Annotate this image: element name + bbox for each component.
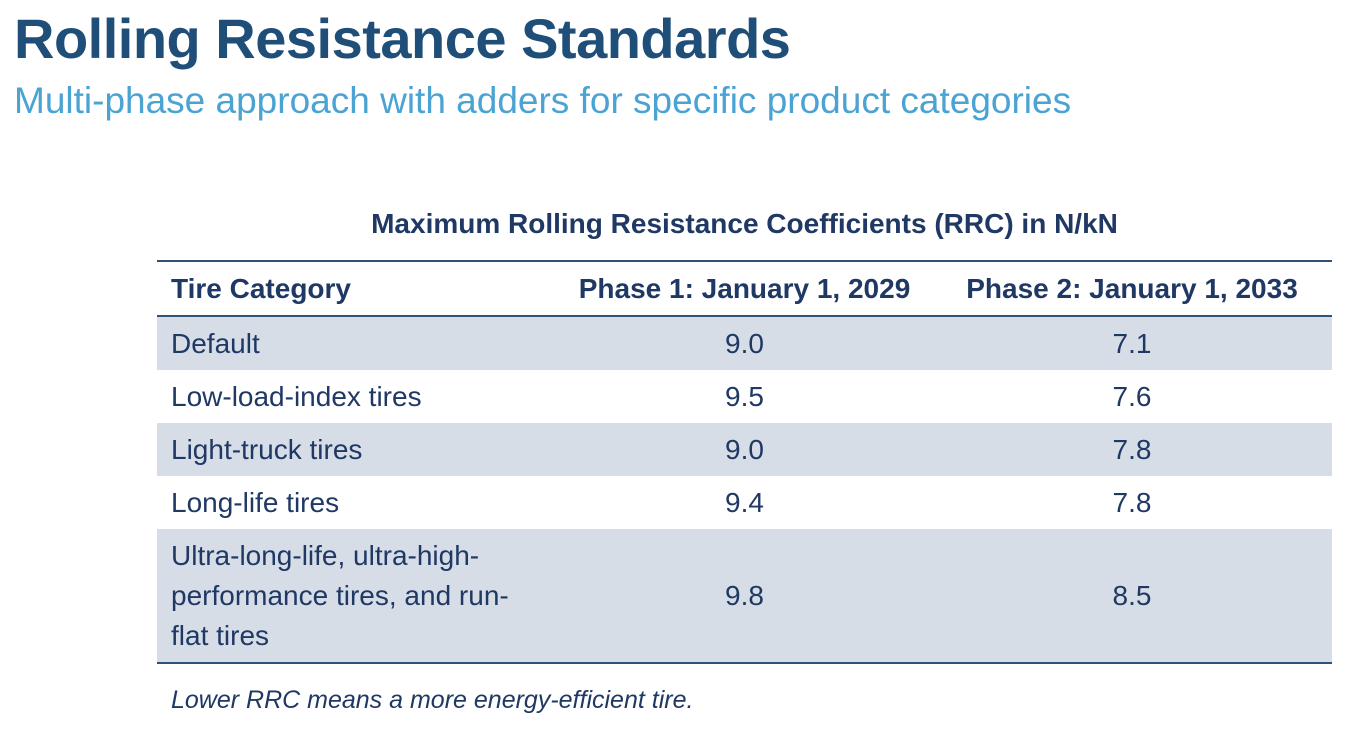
phase-2-value: 7.1 xyxy=(932,316,1332,370)
phase-1-value: 9.0 xyxy=(557,316,932,370)
phase-1-value: 9.5 xyxy=(725,380,764,412)
tire-category-cell: Default xyxy=(157,316,557,370)
table-row: Long-life tires 9.4 7.8 xyxy=(157,476,1332,529)
phase-1-value: 9.4 xyxy=(725,486,764,518)
table-header-row: Tire Category Phase 1: January 1, 2029 P… xyxy=(157,260,1332,317)
table-row: Low-load-index tires 9.5 7.6 xyxy=(157,370,1332,423)
header-phase-1: Phase 1: January 1, 2029 xyxy=(557,260,932,317)
slide-subtitle: Multi-phase approach with adders for spe… xyxy=(14,80,1072,121)
table-caption: Maximum Rolling Resistance Coefficients … xyxy=(371,208,1118,239)
rrc-table: Tire Category Phase 1: January 1, 2029 P… xyxy=(157,260,1332,664)
phase-1-value: 9.0 xyxy=(557,423,932,476)
tire-category-cell: Ultra-long-life, ultra-high-performance … xyxy=(157,529,557,664)
tire-category-cell: Long-life tires xyxy=(171,486,340,518)
table-row: Light-truck tires 9.0 7.8 xyxy=(157,423,1332,476)
phase-2-value: 7.8 xyxy=(1112,486,1152,518)
phase-2-value: 7.8 xyxy=(932,423,1332,476)
tire-category-cell: Light-truck tires xyxy=(157,423,557,476)
phase-2-value: 7.6 xyxy=(1112,380,1152,412)
phase-2-value: 8.5 xyxy=(932,529,1332,664)
table-row: Default 9.0 7.1 xyxy=(157,316,1332,370)
header-tire-category: Tire Category xyxy=(157,260,557,317)
table-row: Ultra-long-life, ultra-high-performance … xyxy=(157,529,1332,664)
slide-title: Rolling Resistance Standards xyxy=(14,7,791,70)
header-phase-2: Phase 2: January 1, 2033 xyxy=(932,260,1332,317)
table-footnote: Lower RRC means a more energy-efficient … xyxy=(171,686,694,714)
tire-category-cell: Low-load-index tires xyxy=(171,380,422,412)
phase-1-value: 9.8 xyxy=(557,529,932,664)
